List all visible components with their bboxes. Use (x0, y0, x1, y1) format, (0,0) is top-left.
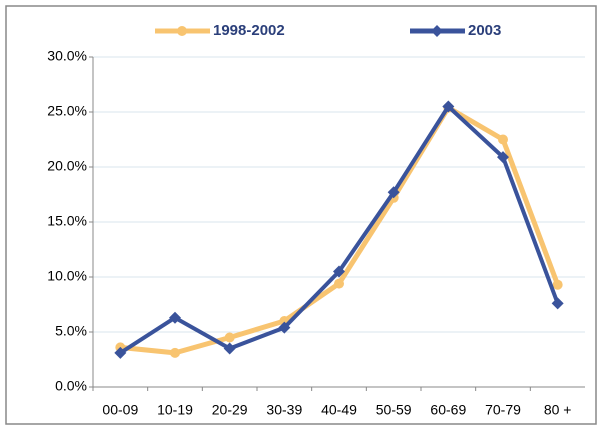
legend-label: 1998-2002 (213, 22, 285, 39)
point (278, 321, 291, 334)
y-tick-label: 0.0% (55, 378, 87, 394)
point (498, 134, 508, 145)
y-tick-label: 5.0% (55, 323, 87, 339)
point (551, 297, 564, 310)
point (442, 100, 455, 113)
y-tick-label: 10.0% (47, 268, 87, 284)
x-tick-label: 20-29 (212, 402, 248, 418)
point (170, 347, 180, 358)
point (333, 265, 345, 278)
point (224, 332, 235, 343)
x-tick-label: 10-19 (157, 402, 193, 418)
x-tick-label: 30-39 (266, 402, 302, 418)
x-tick-label: 80 + (544, 402, 572, 418)
point (334, 278, 344, 289)
legend-label: 2003 (468, 22, 501, 39)
y-tick-label: 30.0% (47, 48, 87, 64)
legend-marker (177, 26, 187, 36)
series-line (119, 104, 560, 355)
y-tick-label: 25.0% (47, 103, 87, 119)
point (552, 279, 563, 290)
x-tick-label: 50-59 (376, 402, 412, 418)
x-tick-label: 70-79 (485, 402, 521, 418)
x-tick-label: 60-69 (430, 402, 466, 418)
x-tick-label: 40-49 (321, 402, 357, 418)
x-tick-label: 00-09 (102, 402, 138, 418)
point (497, 151, 509, 164)
point (223, 342, 236, 355)
point (169, 311, 181, 324)
y-tick-label: 15.0% (47, 213, 87, 229)
legend-marker (431, 25, 443, 37)
point (114, 346, 127, 359)
chart-border (5, 5, 597, 425)
y-tick-label: 20.0% (47, 158, 87, 174)
point (387, 186, 400, 199)
